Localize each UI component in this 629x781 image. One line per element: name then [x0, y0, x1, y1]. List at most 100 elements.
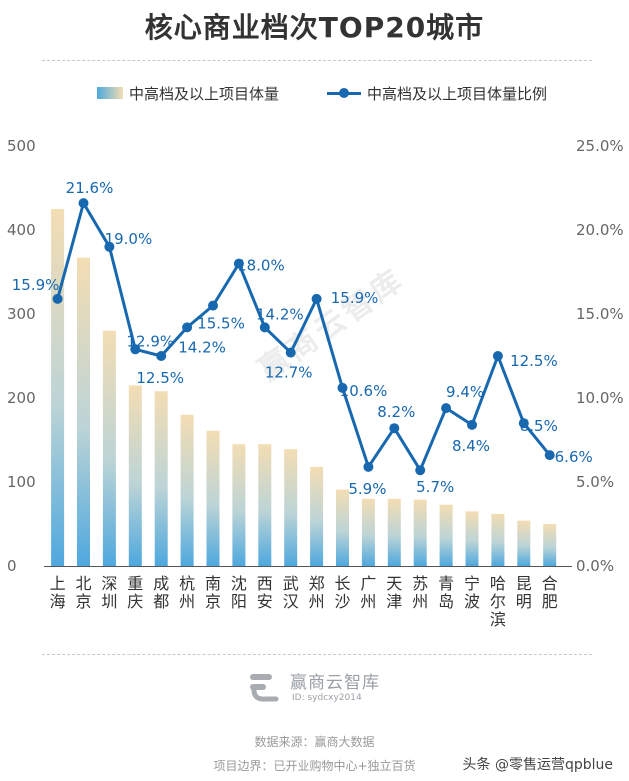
ratio-data-label: 9.4% [446, 383, 484, 401]
left-tick-label: 100 [7, 473, 36, 491]
ratio-data-label: 15.9% [12, 276, 60, 294]
bar-1 [51, 209, 65, 566]
ratio-point-19 [518, 418, 529, 429]
bar-13 [361, 498, 375, 566]
ratio-data-label: 14.2% [256, 305, 304, 323]
ratio-point-17 [467, 419, 477, 430]
chart-legend: 中高档及以上项目体量 中高档及以上项目体量比例 [0, 82, 629, 104]
data-source: 数据来源：赢商大数据 [254, 735, 375, 749]
top-divider [42, 60, 592, 61]
ratio-point-2 [78, 198, 89, 209]
x-axis: 上海北京深圳重庆成都杭州南京沈阳西安武汉郑州长沙广州天津苏州青岛宁波哈尔滨昆明合… [44, 566, 572, 629]
ratio-point-9 [259, 322, 270, 333]
ratio-point-20 [544, 450, 555, 461]
ratio-data-label: 12.9% [126, 332, 174, 350]
bar-4 [128, 385, 142, 566]
ratio-data-label: 5.9% [348, 480, 386, 498]
bar-6 [180, 414, 194, 566]
x-tick-label: 郑州 [309, 574, 325, 611]
ratio-point-8 [233, 258, 244, 269]
x-tick-label: 昆明 [516, 574, 532, 611]
logo-name: 赢商云智库 [290, 673, 380, 693]
logo-icon [250, 674, 279, 702]
ratio-point-5 [156, 351, 167, 361]
logo: 赢商云智库 ID: sydcxy2014 [0, 664, 629, 714]
bar-14 [387, 498, 401, 566]
bar-19 [517, 520, 531, 566]
bar-8 [232, 444, 246, 566]
ratio-data-label: 21.6% [66, 179, 114, 197]
x-tick-label: 武汉 [283, 574, 299, 611]
bar-18 [491, 513, 505, 566]
right-tick-label: 15.0% [576, 305, 624, 323]
legend-swatch-line [327, 86, 361, 100]
legend-swatch-bar [97, 87, 123, 99]
x-tick-label: 杭州 [179, 574, 195, 611]
right-tick-label: 10.0% [576, 389, 624, 407]
ratio-data-label: 12.5% [510, 352, 558, 370]
bar-2 [77, 257, 90, 566]
ratio-data-label: 12.7% [265, 364, 313, 382]
x-tick-label: 深圳 [101, 574, 117, 611]
bar-12 [336, 489, 349, 566]
ratio-point-16 [441, 403, 452, 414]
bar-16 [439, 504, 453, 566]
ratio-data-label: 8.2% [377, 403, 415, 421]
project-scope: 项目边界：已开业购物中心+独立百货 [213, 759, 416, 773]
bar-series [51, 209, 557, 566]
right-tick-label: 0.0% [576, 557, 614, 575]
x-tick-label: 上海 [50, 574, 66, 611]
ratio-data-label: 18.0% [237, 257, 285, 275]
bar-10 [284, 449, 298, 566]
line-series: 15.9% 21.6% 19.0% 12.9% 12.5% 14.2% 15.5% 18.0%… [12, 179, 593, 498]
chart-title: 核心商业档次TOP20城市 [144, 11, 485, 44]
left-tick-label: 0 [7, 557, 17, 575]
x-tick-label: 成都 [153, 574, 169, 611]
ratio-point-12 [337, 382, 348, 393]
x-tick-label: 南京 [205, 574, 221, 611]
x-tick-label: 西安 [257, 574, 273, 611]
ratio-point-3 [104, 241, 115, 252]
ratio-data-label: 15.5% [197, 315, 245, 333]
x-tick-label: 广州 [360, 574, 376, 611]
left-tick-label: 500 [7, 137, 36, 155]
right-tick-label: 25.0% [576, 137, 624, 155]
legend-label-line: 中高档及以上项目体量比例 [367, 84, 548, 103]
ratio-point-15 [415, 465, 426, 476]
bar-15 [413, 499, 427, 566]
ratio-point-7 [208, 300, 218, 311]
combo-chart: 0 100 200 300 400 500 0.0% 5.0% 10.0% 15.0% 20.0%… [7, 137, 624, 629]
ratio-point-11 [311, 293, 322, 304]
x-tick-label: 长沙 [334, 574, 350, 611]
x-tick-label: 北京 [75, 574, 91, 611]
x-tick-label: 青岛 [438, 574, 454, 611]
ratio-data-label: 6.6% [555, 448, 593, 466]
ratio-point-10 [285, 347, 296, 358]
left-axis: 0 100 200 300 400 500 [7, 137, 36, 575]
bar-11 [310, 466, 324, 566]
ratio-point-14 [389, 423, 400, 434]
ratio-data-label: 8.4% [452, 437, 490, 455]
bar-9 [258, 444, 272, 566]
bar-3 [102, 330, 116, 566]
bar-7 [206, 430, 220, 566]
ratio-point-1 [52, 293, 63, 304]
left-tick-label: 400 [7, 221, 36, 239]
left-tick-label: 200 [7, 389, 36, 407]
ratio-point-18 [492, 351, 503, 361]
author-signature: 头条 @零售运营qpblue [462, 757, 614, 773]
logo-id: ID: sydcxy2014 [292, 693, 362, 703]
x-tick-label: 天津 [386, 574, 402, 611]
x-tick-label: 苏州 [412, 574, 428, 611]
ratio-point-6 [182, 322, 193, 333]
right-axis: 0.0% 5.0% 10.0% 15.0% 20.0% 25.0% [576, 137, 624, 575]
legend-label-bar: 中高档及以上项目体量 [129, 84, 280, 103]
right-tick-label: 20.0% [576, 221, 624, 239]
legend-item-bar: 中高档及以上项目体量 [97, 82, 279, 104]
ratio-point-4 [130, 344, 141, 355]
bar-17 [465, 511, 479, 566]
x-tick-label: 哈尔滨 [490, 574, 506, 629]
x-tick-label: 沈阳 [231, 574, 247, 611]
x-tick-label: 宁波 [464, 574, 480, 611]
ratio-data-label: 10.6% [340, 382, 388, 400]
